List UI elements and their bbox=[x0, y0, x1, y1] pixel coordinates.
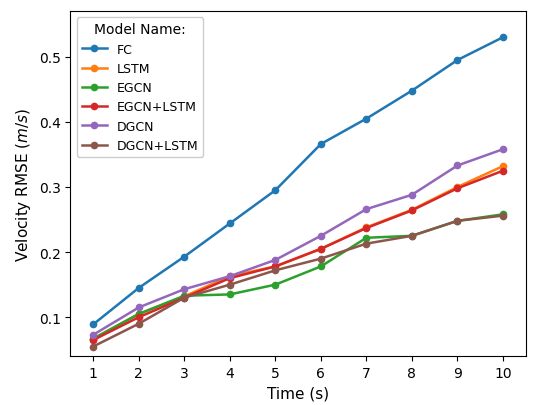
FC bbox=[363, 117, 370, 122]
Line: EGCN: EGCN bbox=[90, 212, 506, 342]
Y-axis label: Velocity RMSE ($m/s$): Velocity RMSE ($m/s$) bbox=[14, 107, 33, 261]
DGCN bbox=[454, 164, 461, 168]
DGCN+LSTM bbox=[227, 283, 233, 288]
EGCN+LSTM bbox=[90, 338, 96, 343]
LSTM bbox=[318, 247, 324, 252]
EGCN+LSTM bbox=[500, 169, 506, 174]
LSTM bbox=[409, 208, 415, 213]
EGCN bbox=[90, 337, 96, 341]
EGCN+LSTM bbox=[136, 315, 142, 320]
EGCN+LSTM bbox=[181, 296, 188, 301]
DGCN+LSTM bbox=[272, 268, 279, 273]
EGCN bbox=[454, 219, 461, 224]
Line: EGCN+LSTM: EGCN+LSTM bbox=[90, 168, 506, 343]
FC bbox=[136, 286, 142, 291]
EGCN bbox=[227, 292, 233, 297]
FC bbox=[409, 89, 415, 94]
EGCN+LSTM bbox=[454, 186, 461, 191]
EGCN+LSTM bbox=[363, 226, 370, 231]
DGCN+LSTM bbox=[454, 219, 461, 224]
DGCN+LSTM bbox=[500, 214, 506, 219]
DGCN bbox=[363, 207, 370, 212]
DGCN bbox=[90, 333, 96, 337]
EGCN bbox=[318, 264, 324, 269]
LSTM bbox=[227, 274, 233, 279]
EGCN bbox=[136, 312, 142, 317]
X-axis label: Time (s): Time (s) bbox=[267, 386, 329, 401]
EGCN bbox=[181, 294, 188, 298]
EGCN bbox=[363, 236, 370, 241]
DGCN bbox=[227, 274, 233, 279]
Line: DGCN+LSTM: DGCN+LSTM bbox=[90, 213, 506, 350]
FC bbox=[318, 142, 324, 147]
DGCN+LSTM bbox=[181, 296, 188, 301]
DGCN bbox=[409, 193, 415, 198]
LSTM bbox=[500, 164, 506, 169]
FC bbox=[181, 255, 188, 260]
FC bbox=[272, 188, 279, 193]
DGCN+LSTM bbox=[318, 256, 324, 261]
DGCN+LSTM bbox=[409, 234, 415, 239]
FC bbox=[90, 322, 96, 327]
Line: FC: FC bbox=[90, 35, 506, 328]
DGCN+LSTM bbox=[136, 322, 142, 326]
EGCN+LSTM bbox=[318, 247, 324, 252]
FC bbox=[500, 36, 506, 41]
DGCN bbox=[181, 287, 188, 292]
FC bbox=[227, 222, 233, 226]
DGCN bbox=[136, 305, 142, 310]
EGCN bbox=[409, 234, 415, 239]
DGCN bbox=[500, 147, 506, 152]
LSTM bbox=[181, 294, 188, 299]
Line: DGCN: DGCN bbox=[90, 147, 506, 338]
LSTM bbox=[90, 337, 96, 341]
EGCN bbox=[500, 212, 506, 217]
EGCN+LSTM bbox=[227, 276, 233, 281]
DGCN+LSTM bbox=[363, 242, 370, 247]
DGCN bbox=[318, 234, 324, 239]
LSTM bbox=[136, 312, 142, 317]
LSTM bbox=[272, 264, 279, 269]
LSTM bbox=[454, 185, 461, 190]
EGCN+LSTM bbox=[272, 264, 279, 269]
LSTM bbox=[363, 225, 370, 230]
Legend: FC, LSTM, EGCN, EGCN+LSTM, DGCN, DGCN+LSTM: FC, LSTM, EGCN, EGCN+LSTM, DGCN, DGCN+LS… bbox=[77, 18, 203, 158]
EGCN+LSTM bbox=[409, 209, 415, 213]
FC bbox=[454, 58, 461, 63]
Line: LSTM: LSTM bbox=[90, 164, 506, 342]
DGCN bbox=[272, 258, 279, 263]
EGCN bbox=[272, 283, 279, 288]
DGCN+LSTM bbox=[90, 344, 96, 349]
